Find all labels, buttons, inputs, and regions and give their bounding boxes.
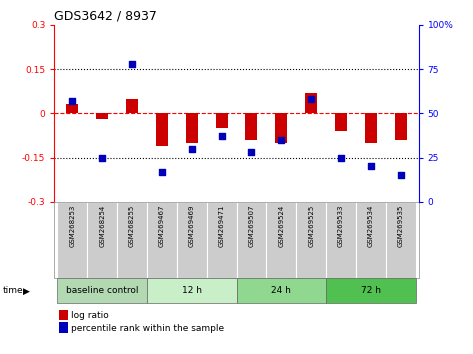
Point xyxy=(278,137,285,143)
Point xyxy=(337,155,345,160)
Text: 24 h: 24 h xyxy=(272,286,291,295)
Bar xyxy=(275,113,287,143)
Bar xyxy=(266,202,296,278)
Text: 72 h: 72 h xyxy=(361,286,381,295)
Point xyxy=(188,146,195,152)
Point xyxy=(218,133,225,139)
Text: log ratio: log ratio xyxy=(71,311,109,320)
Point xyxy=(158,169,166,175)
Point xyxy=(248,149,255,155)
Bar xyxy=(236,202,266,278)
Bar xyxy=(245,113,257,140)
Text: GSM268255: GSM268255 xyxy=(129,205,135,247)
Text: GSM269525: GSM269525 xyxy=(308,205,314,247)
Bar xyxy=(216,113,228,128)
Bar xyxy=(66,104,78,113)
Bar xyxy=(57,202,87,278)
Bar xyxy=(147,202,177,278)
Text: GSM269467: GSM269467 xyxy=(159,205,165,247)
Bar xyxy=(147,278,236,303)
Text: 12 h: 12 h xyxy=(182,286,201,295)
Bar xyxy=(365,113,377,143)
Bar xyxy=(156,113,168,146)
Text: GSM268253: GSM268253 xyxy=(70,205,75,247)
Bar xyxy=(395,113,407,140)
Point xyxy=(128,61,136,67)
Bar xyxy=(236,278,326,303)
Text: time: time xyxy=(2,286,23,296)
Bar xyxy=(335,113,347,131)
Bar xyxy=(96,113,108,119)
Text: GSM269469: GSM269469 xyxy=(189,205,195,247)
Bar xyxy=(326,202,356,278)
Text: percentile rank within the sample: percentile rank within the sample xyxy=(71,324,224,333)
Text: GSM268254: GSM268254 xyxy=(99,205,105,247)
Bar xyxy=(296,202,326,278)
Bar xyxy=(186,113,198,143)
Point xyxy=(397,172,404,178)
Bar xyxy=(126,98,138,113)
Text: GSM269535: GSM269535 xyxy=(398,205,403,247)
Text: GSM269524: GSM269524 xyxy=(278,205,284,247)
Text: GSM269533: GSM269533 xyxy=(338,205,344,247)
Bar xyxy=(356,202,386,278)
Text: GSM269471: GSM269471 xyxy=(219,205,225,247)
Bar xyxy=(305,93,317,113)
Text: GSM269534: GSM269534 xyxy=(368,205,374,247)
Bar xyxy=(117,202,147,278)
Bar xyxy=(207,202,236,278)
Text: baseline control: baseline control xyxy=(66,286,139,295)
Bar xyxy=(386,202,416,278)
Bar xyxy=(87,202,117,278)
Bar xyxy=(177,202,207,278)
Bar xyxy=(57,278,147,303)
Point xyxy=(307,96,315,102)
Point xyxy=(98,155,106,160)
Point xyxy=(367,164,375,169)
Bar xyxy=(326,278,416,303)
Point xyxy=(69,98,76,104)
Text: GDS3642 / 8937: GDS3642 / 8937 xyxy=(54,9,157,22)
Text: ▶: ▶ xyxy=(23,286,30,296)
Text: GSM269507: GSM269507 xyxy=(248,205,254,247)
